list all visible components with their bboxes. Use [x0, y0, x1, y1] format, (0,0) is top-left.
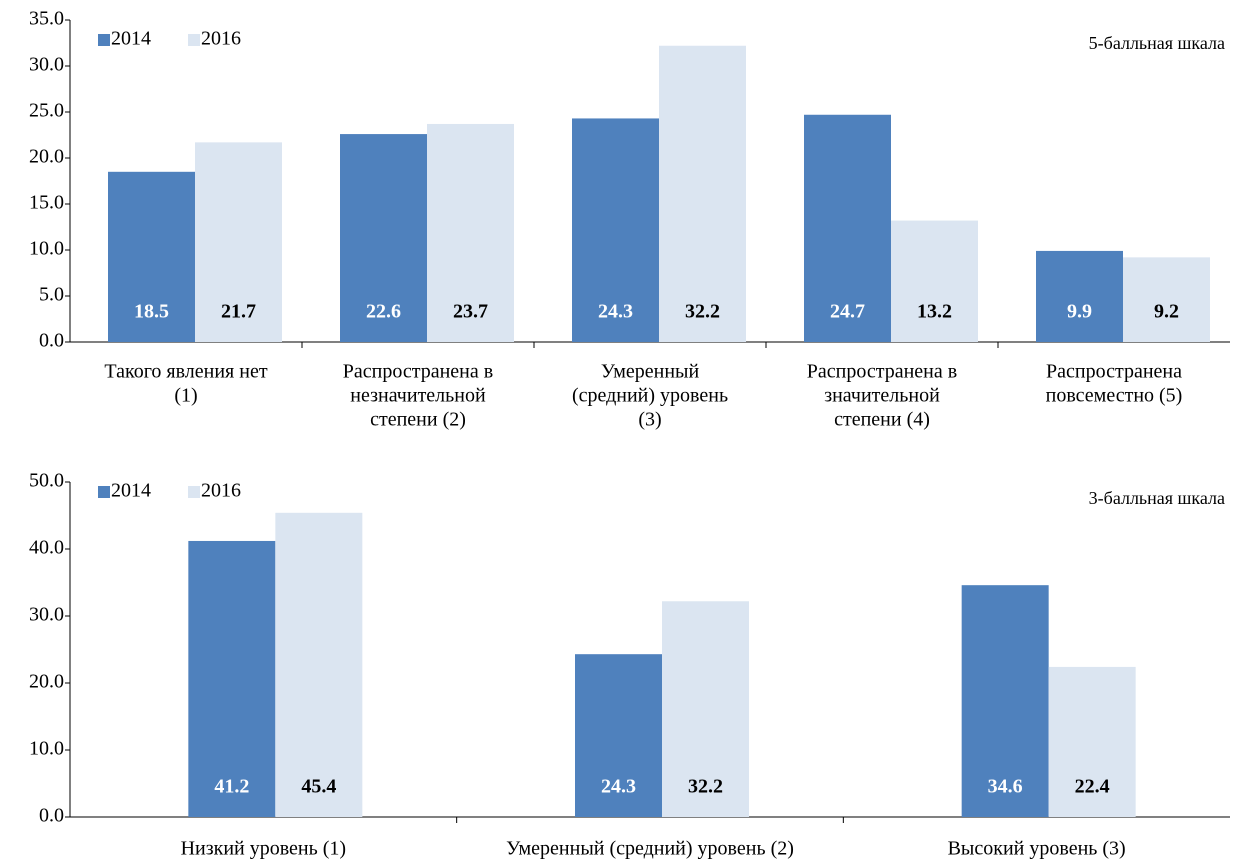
data-label: 21.7 — [221, 301, 256, 323]
bar — [1036, 250, 1123, 342]
bar — [188, 540, 276, 817]
y-tick-label: 20.0 — [29, 671, 64, 693]
bar — [659, 45, 746, 342]
x-tick-label: Такого явления нет — [104, 361, 267, 383]
x-tick-label: значительной — [824, 385, 940, 407]
bar — [340, 134, 427, 342]
x-tick-label: степени (4) — [834, 409, 930, 431]
bar — [195, 142, 282, 342]
bar — [891, 220, 978, 342]
bar — [1123, 257, 1210, 342]
x-tick-label: Распространена в — [343, 361, 493, 383]
bar — [108, 171, 195, 342]
data-label: 24.3 — [598, 301, 633, 323]
annotation: 5-балльная шкала — [1089, 33, 1225, 53]
legend-swatch — [98, 34, 110, 46]
data-label: 41.2 — [214, 776, 249, 798]
y-tick-label: 0.0 — [39, 330, 64, 352]
x-tick-label: повсеместно (5) — [1046, 385, 1183, 407]
data-label: 18.5 — [134, 301, 169, 323]
legend-label: 2016 — [201, 480, 241, 502]
x-tick-label: Умеренный (средний) уровень (2) — [506, 838, 794, 860]
data-label: 24.3 — [601, 776, 636, 798]
data-label: 22.6 — [366, 301, 401, 323]
x-tick-label: степени (2) — [370, 409, 466, 431]
bar — [804, 114, 891, 342]
y-tick-label: 10.0 — [29, 738, 64, 760]
x-tick-label: Высокий уровень (3) — [948, 838, 1126, 860]
x-tick-label: (средний) уровень — [572, 385, 728, 407]
x-tick-label: (1) — [174, 385, 197, 407]
bar — [961, 585, 1049, 817]
x-tick-label: (3) — [638, 409, 661, 431]
data-label: 32.2 — [688, 776, 723, 798]
y-tick-label: 50.0 — [29, 470, 64, 492]
data-label: 45.4 — [301, 776, 336, 798]
legend-swatch — [188, 34, 200, 46]
bar — [427, 123, 514, 343]
data-label: 13.2 — [917, 301, 952, 323]
annotation: 3-балльная шкала — [1089, 488, 1225, 508]
legend-swatch — [98, 486, 110, 498]
x-tick-label: Распространена — [1046, 361, 1182, 383]
y-tick-label: 5.0 — [39, 284, 64, 306]
legend-label: 2014 — [111, 28, 151, 50]
y-tick-label: 40.0 — [29, 537, 64, 559]
x-tick-label: Распространена в — [807, 361, 957, 383]
bar — [575, 654, 662, 817]
data-label: 23.7 — [453, 301, 488, 323]
bar — [662, 601, 749, 817]
data-label: 34.6 — [988, 776, 1023, 798]
x-tick-label: незначительной — [350, 385, 486, 407]
y-tick-label: 30.0 — [29, 604, 64, 626]
data-label: 32.2 — [685, 301, 720, 323]
data-label: 22.4 — [1075, 776, 1110, 798]
x-tick-label: Низкий уровень (1) — [181, 838, 347, 860]
y-tick-label: 35.0 — [29, 8, 64, 30]
bar — [1048, 666, 1136, 817]
legend-swatch — [188, 486, 200, 498]
x-tick-label: Умеренный — [601, 361, 700, 383]
y-tick-label: 0.0 — [39, 805, 64, 827]
legend-label: 2014 — [111, 480, 151, 502]
y-tick-label: 25.0 — [29, 100, 64, 122]
bar — [275, 512, 363, 817]
y-tick-label: 30.0 — [29, 54, 64, 76]
data-label: 9.2 — [1154, 301, 1179, 323]
bar — [572, 118, 659, 342]
y-tick-label: 10.0 — [29, 238, 64, 260]
data-label: 24.7 — [830, 301, 865, 323]
legend-label: 2016 — [201, 28, 241, 50]
y-tick-label: 20.0 — [29, 146, 64, 168]
y-tick-label: 15.0 — [29, 192, 64, 214]
data-label: 9.9 — [1067, 301, 1092, 323]
